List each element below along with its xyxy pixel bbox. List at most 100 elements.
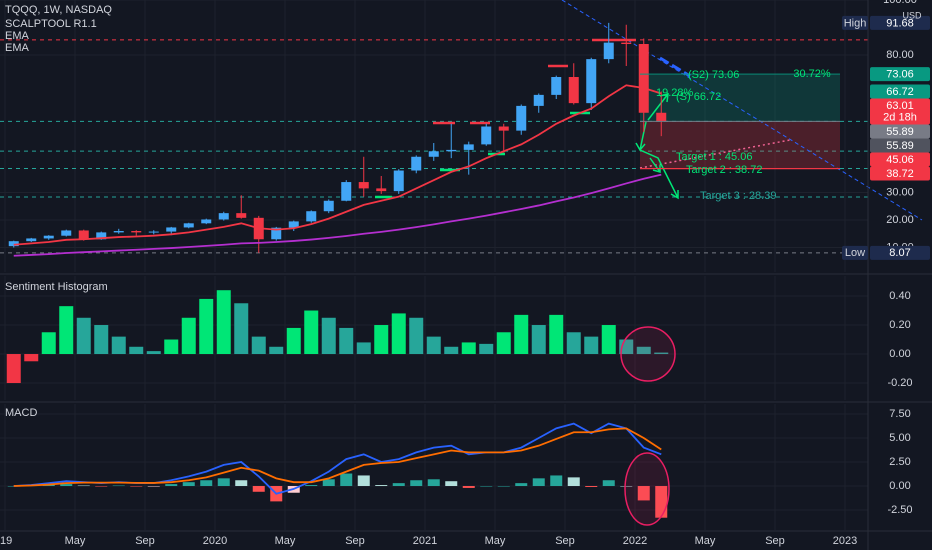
price-tag [870,84,930,99]
marks [6,22,840,518]
candle-body [43,235,54,239]
macd-bar [95,486,108,487]
candle-body [306,211,317,222]
macd-bar [410,480,423,487]
histogram-bar [356,342,371,355]
macd-bar [515,483,528,487]
candle-body [638,44,649,113]
x-tick-label: Sep [135,535,155,547]
y-tick-label: -2.50 [887,504,912,516]
price-tag-label: 38.72 [886,168,914,180]
price-tag-label: 73.06 [886,68,914,80]
candle-body [26,238,37,242]
macd-bar [375,485,388,487]
trend-line-bold [659,56,691,78]
histogram-bar [181,317,196,355]
histogram-bar [24,354,39,362]
price-tag-label: 55.89 [886,126,914,138]
y-tick-label: 0.00 [889,348,910,360]
macd-bar [305,485,318,487]
tag-caption-box [842,15,868,30]
candle-body [113,231,124,233]
candle-body [218,213,229,220]
macd-bar [340,473,353,487]
x-tick-label: 2021 [413,535,437,547]
dotted-line [639,139,791,169]
price-tag [870,245,930,260]
histogram-bar [409,317,424,355]
macd-bar [252,486,265,492]
histogram-bar [321,317,336,355]
macd-bar [392,483,405,487]
candle-body [621,42,632,45]
candle-body [376,188,387,192]
legend-entry: EMA [5,30,30,42]
candle-body [551,77,562,95]
candle-body [288,221,299,228]
histogram-bar [269,346,284,355]
macd-bar [182,482,195,487]
x-tick-label: May [485,535,506,547]
highlight-circle [624,452,670,526]
histogram-bar [111,336,126,355]
x-tick-label: 2022 [623,535,647,547]
candle-body [656,112,667,122]
macd-bar [235,480,248,487]
labels: (S2) 73.06 30.72% 19.28%(S) 66.72 Target 1 … [656,68,831,202]
macd-bar [445,481,458,487]
histogram-bar [514,314,529,355]
x-tick-label: May [65,535,86,547]
histogram-bar [496,332,511,355]
y-tick-label: 80.00 [886,49,914,61]
x-tick-label: 19 [0,535,12,547]
x-tick-label: Sep [555,535,575,547]
candle-body [393,170,404,192]
histogram-bar [531,325,546,355]
histogram-bar [479,343,494,355]
y-tick-label: 100.00 [883,0,917,6]
price-tag-label: 55.89 [886,140,914,152]
price-tag [870,166,930,181]
line-series [13,427,662,487]
candle-body [498,126,509,131]
candle-body [183,223,194,228]
candle-body [166,227,177,232]
candle-body [603,42,614,60]
tag-caption: Low [845,247,865,259]
currency-label: USD [902,10,922,20]
candle-body [516,105,527,131]
arrows [635,93,679,200]
histogram-bar [129,346,144,355]
y-tick-label: -0.20 [887,377,912,389]
histogram-bar [304,310,319,355]
candle-body [131,231,142,233]
histogram-bar [584,336,599,355]
macd-bar [462,486,475,488]
x-tick-label: May [695,535,716,547]
macd-bar [217,478,230,487]
histogram-bar [601,325,616,355]
macd-bar [567,477,580,487]
histogram-bar [339,327,354,355]
candle-body [411,156,422,171]
y-tick-label: 0.00 [889,480,910,492]
price-tag [870,98,930,125]
line-series [13,84,662,246]
candle-body [568,77,579,104]
candle-body [323,200,334,212]
price-tag-label: 45.06 [886,154,914,166]
macd-bar [585,486,598,487]
annotation: Target 2 : 38.72 [686,164,762,176]
macd-bar [602,480,615,487]
pane-title: MACD [5,407,37,419]
histogram-bar [549,314,564,355]
x-tick-label: 2020 [203,535,227,547]
annotation: 30.72% [793,68,831,80]
price-tag [870,152,930,167]
candle-body [271,227,282,240]
candle-body [201,219,212,224]
macd-bar [550,475,563,487]
candle-body [78,230,89,240]
